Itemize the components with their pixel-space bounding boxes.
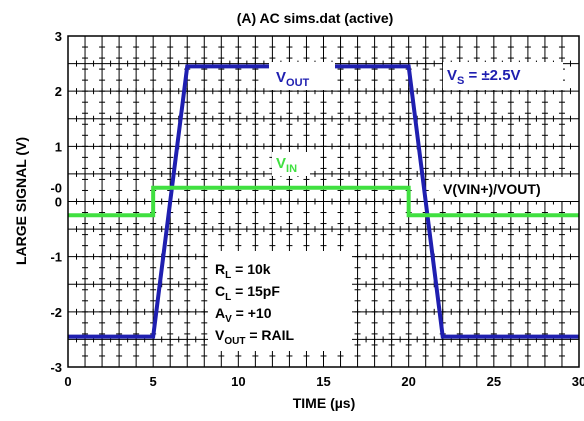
y-tick-label: 3 bbox=[55, 29, 62, 44]
x-tick-label: 15 bbox=[316, 374, 330, 389]
condition-line: AV = +10 bbox=[215, 305, 272, 325]
vout-label-bg bbox=[269, 62, 335, 90]
x-tick-label: 5 bbox=[150, 374, 157, 389]
condition-value: = 10k bbox=[231, 261, 271, 277]
condition-subscript: OUT bbox=[224, 336, 245, 347]
vs-label-main: V bbox=[447, 67, 457, 84]
plot-frame bbox=[67, 35, 580, 368]
grid bbox=[68, 36, 579, 367]
vin-label: VIN bbox=[276, 155, 297, 175]
chart-title: (A) AC sims.dat (active) bbox=[237, 10, 394, 26]
condition-subscript: L bbox=[225, 292, 231, 303]
condition-line: RL = 10k bbox=[215, 261, 271, 281]
y-tick-label: 2 bbox=[55, 84, 62, 99]
vs-label-bg bbox=[443, 62, 563, 90]
y-tick-label: -2 bbox=[50, 305, 62, 320]
y-axis-label: LARGE SIGNAL (V) bbox=[13, 137, 29, 265]
vin-label-bg bbox=[272, 152, 310, 176]
y-tick-label: -1 bbox=[50, 250, 62, 265]
x-tick-label: 20 bbox=[401, 374, 415, 389]
condition-value: = 15pF bbox=[231, 283, 280, 299]
probe-label-bg bbox=[440, 177, 578, 201]
vs-label-rest: = ±2.5V bbox=[464, 67, 520, 84]
condition-value: = +10 bbox=[232, 305, 272, 321]
y-tick-label: 0 bbox=[55, 195, 62, 210]
condition-symbol: A bbox=[215, 305, 225, 321]
x-tick-label: 25 bbox=[487, 374, 501, 389]
condition-subscript: L bbox=[225, 270, 231, 281]
y-ticks: 3 2 1 -00 -1 -2 -3 bbox=[50, 29, 62, 375]
x-ticks: 0 5 10 15 20 25 30 bbox=[64, 374, 584, 389]
y-tick-label: -3 bbox=[50, 360, 62, 375]
x-axis-label: TIME (µs) bbox=[293, 395, 356, 411]
y-tick-label: -0 bbox=[50, 181, 62, 196]
condition-symbol: V bbox=[215, 327, 225, 343]
condition-value: = RAIL bbox=[245, 327, 294, 343]
x-tick-label: 0 bbox=[64, 374, 71, 389]
condition-line: CL = 15pF bbox=[215, 283, 280, 303]
condition-subscript: V bbox=[225, 314, 232, 325]
conditions-box bbox=[208, 251, 352, 351]
vout-label-sub: OUT bbox=[286, 77, 310, 89]
vs-label: VS = ±2.5V bbox=[447, 67, 521, 87]
y-tick-label: 1 bbox=[55, 139, 62, 154]
x-tick-label: 10 bbox=[231, 374, 245, 389]
condition-symbol: R bbox=[215, 261, 225, 277]
vin-label-main: V bbox=[276, 155, 286, 172]
vs-label-sub: S bbox=[457, 75, 464, 87]
vout-label: VOUT bbox=[276, 69, 310, 89]
x-tick-label: 30 bbox=[572, 374, 584, 389]
probe-label: V(VIN+)/VOUT) bbox=[443, 181, 541, 197]
series-vin-line bbox=[68, 185, 579, 218]
condition-symbol: C bbox=[215, 283, 225, 299]
condition-line: VOUT = RAIL bbox=[215, 327, 295, 347]
vout-label-main: V bbox=[276, 69, 286, 86]
vin-label-sub: IN bbox=[286, 163, 297, 175]
